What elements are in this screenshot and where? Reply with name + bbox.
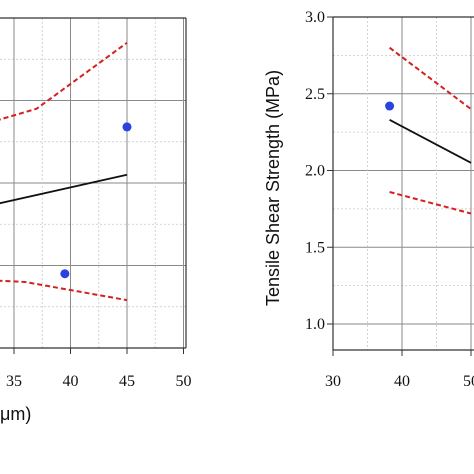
right-data-point [385, 101, 395, 111]
right-lower-confidence-band [389, 191, 472, 215]
left-x-tick-label: 35 [6, 373, 22, 390]
right-x-tick-label: 50 [463, 373, 474, 390]
right-y-tick-label: 2.5 [305, 86, 325, 103]
right-y-tick-label: 1.5 [305, 239, 325, 256]
left-data-point [60, 269, 70, 279]
right-x-tick-label: 30 [325, 373, 341, 390]
left-upper-confidence-band [0, 41, 128, 121]
left-x-tick-label: 40 [63, 373, 79, 390]
right-chart: 1.0 1.5 2.0 2.5 3.0 30 40 50 Tensile Shear Stren… [263, 9, 474, 390]
right-y-tick-label: 2.0 [305, 163, 325, 180]
left-lower-confidence-band [0, 279, 128, 302]
right-y-tick-label: 1.0 [305, 316, 325, 333]
left-chart: 35 40 45 50 μm) [0, 17, 192, 424]
left-data-point [122, 122, 132, 132]
right-upper-confidence-band [388, 46, 472, 110]
right-y-axis-label: Tensile Shear Strength (MPa) [263, 70, 283, 306]
left-x-tick-label: 50 [176, 373, 192, 390]
right-y-tick-label: 3.0 [305, 9, 325, 26]
right-fit-line [389, 119, 472, 164]
left-x-tick-label: 45 [119, 373, 135, 390]
left-fit-line [0, 173, 128, 205]
right-x-tick-label: 40 [394, 373, 410, 390]
left-x-axis-label: μm) [0, 404, 31, 424]
